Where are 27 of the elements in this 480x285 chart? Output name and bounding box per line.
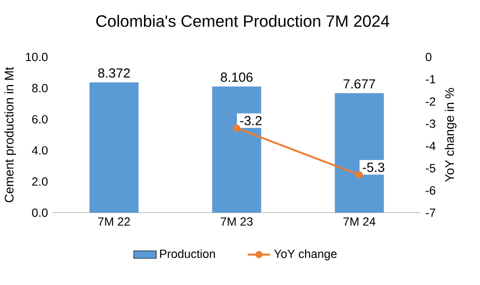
y2-tick-label: -2 [426,97,436,106]
y2-tick-label: 0 [426,52,432,62]
y-tick-label: 0.0 [32,208,48,217]
legend-label: YoY change [274,249,337,260]
y-tick-label: 8.0 [32,84,48,92]
y2-tick-label: -5 [426,164,436,172]
data-label: 8.372 [98,68,130,78]
y2-tick-label: -4 [426,142,436,150]
y-tick-label: 10.0 [26,52,48,62]
x-tick-label: 7M 23 [220,217,253,226]
x-tick-label: 7M 22 [98,217,130,226]
legend-label: Production [160,249,215,258]
y2-tick-label: -3 [426,120,436,128]
y-tick-label: 4.0 [32,146,48,155]
y2-tick-label: -1 [426,75,436,84]
y2-tick-label: -6 [426,186,436,195]
data-label: 8.106 [220,72,253,82]
y2-tick-label: -7 [426,208,436,217]
data-label: -5.3 [362,162,384,172]
data-label: -3.2 [240,116,262,126]
y-axis-title: Cement production in Mt [4,67,16,202]
y-tick-label: 2.0 [32,177,48,186]
y2-axis-title: YoY change in % [444,88,456,182]
x-tick-label: 7M 24 [343,217,376,226]
chart-title: Colombia's Cement Production 7M 2024 [96,14,390,27]
data-label: 7.677 [344,79,376,89]
y-tick-label: 6.0 [32,115,48,124]
